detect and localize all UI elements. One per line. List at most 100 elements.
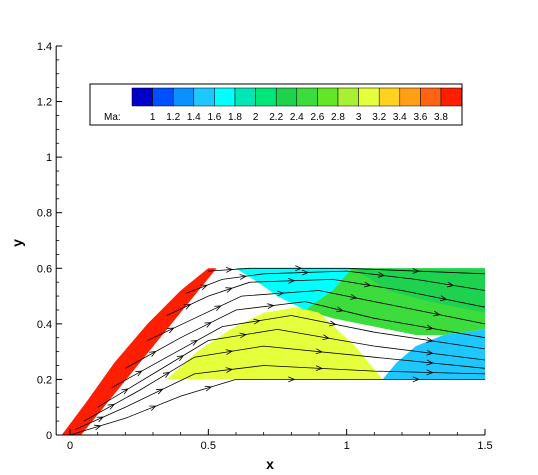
- streamline-arrow: [204, 322, 212, 328]
- streamline-arrow: [183, 304, 192, 310]
- streamline-1: [69, 379, 485, 436]
- streamline-10: [208, 267, 486, 275]
- legend-level-label: 1.6: [207, 112, 221, 123]
- streamline-arrow: [135, 370, 143, 377]
- legend-swatch: [317, 87, 339, 107]
- streamline-arrow: [149, 351, 157, 357]
- streamline-3: [83, 345, 486, 422]
- streamline-arrow: [225, 287, 233, 293]
- streamline-arrow: [412, 376, 420, 383]
- legend-level-label: 2: [253, 112, 259, 123]
- legend-swatch: [275, 87, 298, 107]
- legend-swatch: [420, 87, 442, 107]
- streamline-arrow: [162, 371, 171, 378]
- streamline-arrow: [176, 355, 185, 362]
- streamline-arrow: [322, 334, 330, 341]
- streamline-2: [75, 365, 486, 430]
- streamline-arrow: [239, 332, 247, 339]
- legend-swatch: [337, 87, 359, 107]
- legend: Ma: 1 1.2 1.4 1.6 1.8 2 2.2 2.4 2.6 2.8 3 3.2 3.4 3.6 3…: [89, 83, 463, 126]
- streamline-arrow: [94, 424, 102, 431]
- streamline-arrow: [412, 268, 420, 274]
- legend-swatch: [358, 87, 380, 107]
- streamline-arrow: [377, 272, 386, 278]
- region-central-core: [166, 307, 383, 380]
- y-tick-label: 1.2: [37, 97, 52, 109]
- streamline-arrow: [295, 265, 303, 272]
- streamline-arrow: [277, 290, 285, 297]
- legend-level-label: 3.6: [413, 112, 427, 123]
- y-axis-label: y: [9, 239, 25, 247]
- x-axis-label: x: [266, 456, 274, 472]
- legend-level-label: 1: [150, 112, 156, 123]
- streamline-arrow: [204, 385, 213, 392]
- x-tick-label: 0: [67, 440, 73, 452]
- legend-level-label: 1.8: [228, 112, 242, 123]
- legend-swatch: [378, 87, 401, 107]
- legend-swatch: [172, 87, 195, 107]
- legend-level-label: 2.2: [269, 112, 283, 123]
- legend-level-label: 3: [356, 112, 362, 123]
- streamline-arrow: [433, 310, 441, 317]
- streamline-arrow: [363, 281, 372, 288]
- streamline-arrow: [329, 320, 337, 327]
- legend-swatch: [296, 87, 318, 107]
- streamline-arrow: [426, 359, 434, 366]
- streamline-arrow: [301, 269, 310, 276]
- streamline-arrow: [200, 284, 208, 291]
- region-deflected-flow: [81, 268, 485, 435]
- legend-level-label: 2.8: [331, 112, 345, 123]
- legend-swatch: [255, 87, 277, 107]
- x-tick-label: 1.5: [477, 440, 492, 452]
- streamline-arrow: [439, 295, 448, 302]
- y-tick-label: 0.8: [37, 208, 52, 220]
- streamline-arrow: [121, 388, 129, 395]
- streamline-arrow: [214, 305, 222, 312]
- x-tick-label: 1: [344, 440, 350, 452]
- legend-swatch: [234, 87, 256, 107]
- streamline-arrow: [190, 339, 199, 346]
- legend-level-label: 3.2: [372, 112, 386, 123]
- legend-swatch: [152, 87, 174, 107]
- legend-level-label: 2.6: [310, 112, 324, 123]
- streamline-arrow: [315, 348, 324, 355]
- legend-level-label: 3.8: [434, 112, 448, 123]
- y-tick-label: 0.2: [37, 374, 52, 386]
- y-tick-label: 1: [46, 152, 52, 164]
- streamline-5: [111, 315, 486, 389]
- legend-level-label: 3.4: [393, 112, 407, 123]
- axes: 0 0.2 0.4 0.6 0.8 1 1.2 1.4 0 0.5 1 1.5: [37, 41, 493, 452]
- streamline-arrow: [225, 367, 234, 373]
- streamline-arrow: [149, 405, 157, 411]
- legend-level-label: 1.4: [187, 112, 201, 123]
- streamline-arrow: [107, 403, 116, 410]
- legend-swatch: [440, 87, 462, 107]
- streamline-arrow: [426, 349, 434, 356]
- legend-level-label: 1.2: [166, 112, 180, 123]
- legend-swatch: [193, 87, 215, 107]
- region-inlet-wedge: [61, 268, 217, 435]
- region-upper-expansion: [236, 268, 353, 310]
- streamline-arrow: [446, 281, 455, 288]
- streamline-arrow: [426, 324, 434, 331]
- streamline-arrow: [225, 267, 234, 273]
- x-tick-label: 0.5: [201, 440, 216, 452]
- streamline-arrow: [167, 327, 175, 334]
- streamline-6: [125, 301, 486, 369]
- streamline-arrow: [267, 303, 275, 309]
- legend-swatch: [131, 87, 153, 107]
- streamline-arrow: [225, 349, 234, 355]
- streamline-arrow: [96, 416, 105, 423]
- streamline-arrow: [239, 274, 247, 280]
- y-tick-label: 0.6: [37, 263, 52, 275]
- streamline-7: [147, 290, 486, 341]
- legend-swatch: [399, 87, 421, 107]
- streamline-arrow: [426, 337, 434, 343]
- streamline-arrow: [336, 306, 344, 313]
- streamline-arrow: [426, 369, 434, 376]
- streamline-arrow: [288, 278, 296, 284]
- streamline-arrow: [350, 294, 358, 300]
- streamline-4: [97, 328, 486, 408]
- y-tick-label: 1.4: [37, 41, 52, 53]
